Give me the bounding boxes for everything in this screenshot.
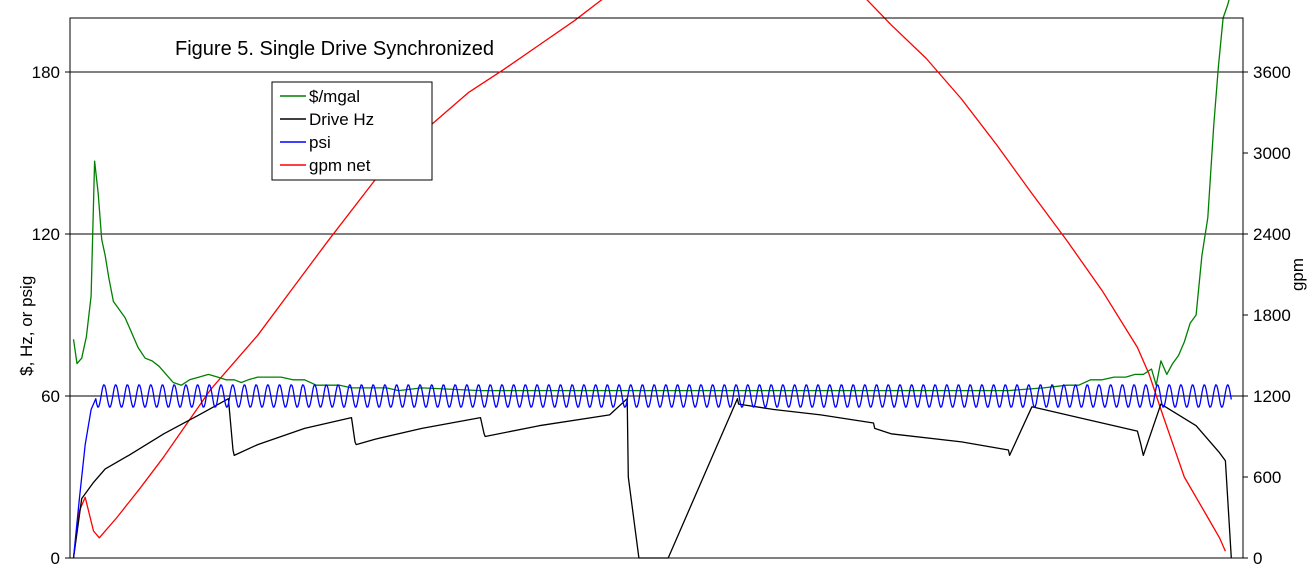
y2-tick-label: 3000 [1253, 144, 1291, 163]
series-line-drive-hz [72, 398, 1232, 559]
legend-label-gpm-net: gpm net [309, 156, 371, 175]
y-tick-label: 60 [41, 387, 60, 406]
series-layer [72, 0, 1232, 559]
y2-axis-label: gpm [1288, 258, 1307, 291]
plot-frame [69, 17, 1244, 559]
y2-tick-label: 1800 [1253, 306, 1291, 325]
legend: $/mgal Drive Hz psi gpm net [271, 81, 433, 181]
y-tick-label: 120 [32, 225, 60, 244]
y-tick-label: 0 [51, 549, 60, 568]
series-line-gpm-net [72, 0, 1226, 559]
chart-title: Figure 5. Single Drive Synchronized [175, 38, 494, 60]
legend-label-drive-hz: Drive Hz [309, 110, 374, 129]
y2-tick-label: 600 [1253, 468, 1281, 487]
gridlines [70, 71, 1243, 397]
legend-label-mgal: $/mgal [309, 87, 360, 106]
y2-tick-label: 0 [1253, 549, 1262, 568]
y2-tick-label: 3600 [1253, 63, 1291, 82]
y-tick-label: 180 [32, 63, 60, 82]
series-line-psi [72, 384, 1232, 559]
legend-label-psi: psi [309, 133, 331, 152]
legend-box [271, 81, 433, 181]
y2-tick-label: 2400 [1253, 225, 1291, 244]
y-axis-label: $, Hz, or psig [17, 276, 36, 376]
y2-tick-label: 1200 [1253, 387, 1291, 406]
series-line-mgal [72, 0, 1230, 392]
